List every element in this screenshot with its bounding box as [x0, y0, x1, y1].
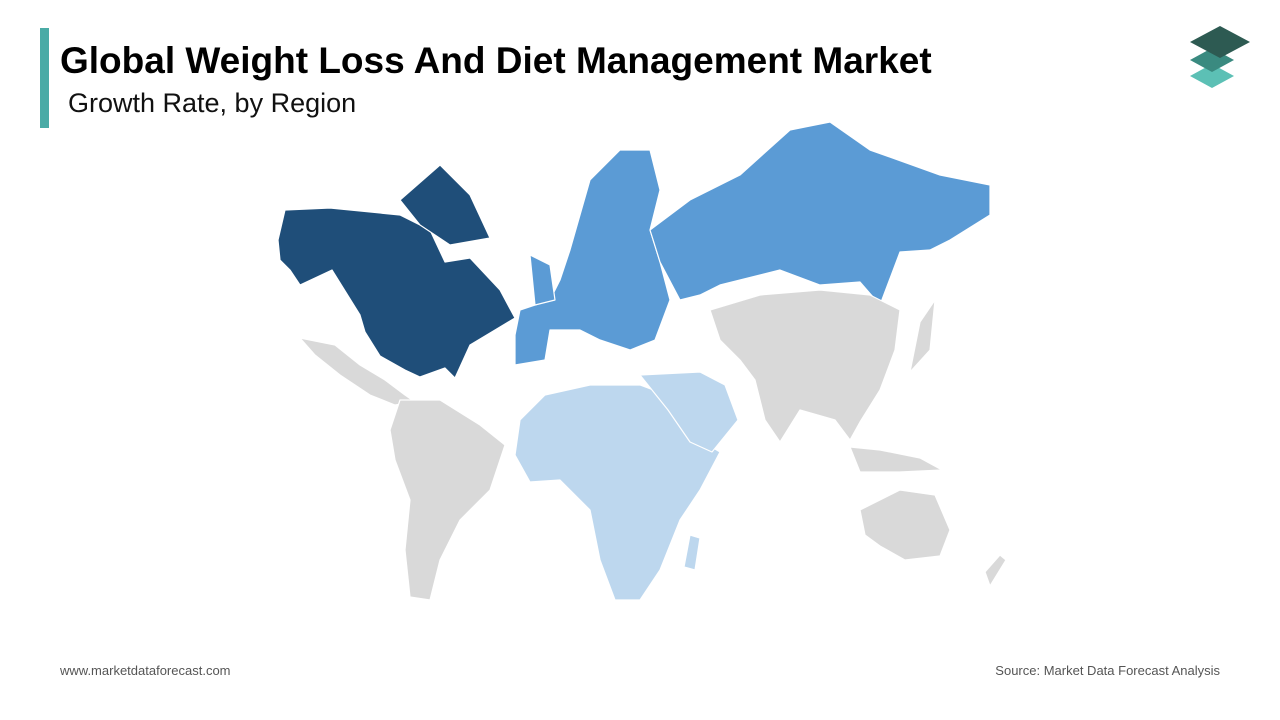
title: Global Weight Loss And Diet Management M… [60, 40, 932, 81]
accent-bar [40, 28, 49, 128]
madagascar [683, 534, 701, 571]
europe [514, 149, 671, 366]
middle-east [639, 371, 739, 453]
south-america [389, 399, 506, 601]
southeast-islands [849, 446, 943, 473]
australia [859, 489, 951, 561]
africa [514, 384, 721, 601]
website: www.marketdataforecast.com [59, 663, 231, 678]
asia [709, 289, 901, 443]
new-zealand [984, 554, 1007, 587]
arctic-islands [399, 164, 491, 246]
russia [649, 121, 991, 306]
source: Source: Market Data Forecast Analysis [995, 663, 1220, 678]
japan [909, 299, 936, 373]
world-map [277, 121, 1007, 601]
subtitle: Growth Rate, by Region [68, 88, 356, 118]
logo [1190, 26, 1250, 88]
british-isles [529, 254, 556, 306]
